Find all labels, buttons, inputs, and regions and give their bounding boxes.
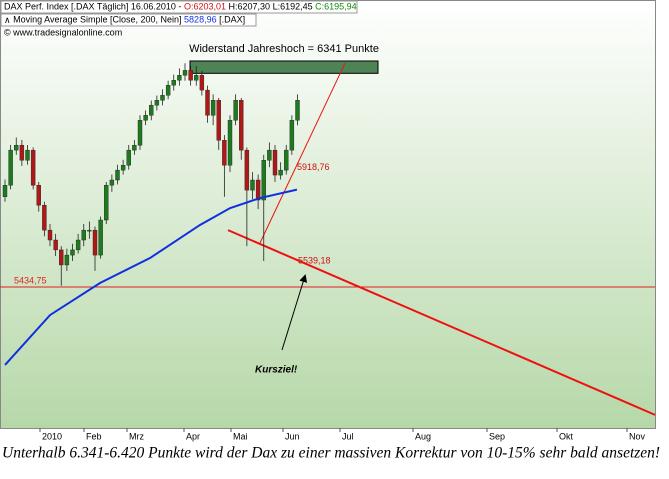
close: C:6195,94 [315, 2, 357, 12]
candle-body [205, 89, 210, 116]
candle-body [194, 75, 199, 81]
candle-body [272, 149, 278, 176]
annotation: Widerstand Jahreshoch = 6341 Punkte [189, 43, 379, 55]
candle-body [171, 80, 176, 86]
value-label: 5918,76 [297, 162, 330, 172]
copyright: © www.tradesignalonline.com [4, 27, 122, 37]
open: O:6203,01 [184, 2, 226, 12]
candle-body [53, 239, 58, 251]
candle-body [30, 149, 36, 186]
candle-body [143, 115, 148, 121]
x-tick-label: Sep [489, 431, 505, 441]
candle-body [87, 229, 92, 232]
candle-body [182, 70, 188, 76]
candle-body [126, 149, 131, 166]
candle-body [278, 169, 283, 176]
x-tick-label: Feb [86, 431, 102, 441]
candle-body [255, 179, 261, 201]
candle-body [210, 100, 216, 116]
candle-body [115, 169, 120, 181]
level-label: 5434,75 [14, 275, 47, 285]
indicator: Moving Average Simple [Close, 200, Nein] [13, 15, 181, 25]
candle-body [8, 149, 13, 186]
x-tick-label: Mai [233, 431, 248, 441]
legend-entry: ∧ Moving Average Simple [Close, 200, Nei… [4, 15, 245, 25]
candle-body [233, 100, 238, 121]
indicator-value: 5828,96 [184, 15, 217, 25]
trendline [227, 229, 656, 416]
legend-box [0, 0, 358, 14]
candle-body [261, 160, 266, 201]
candle-body [36, 184, 41, 206]
candle-body [289, 120, 295, 151]
candle-body [250, 179, 255, 191]
legend: DAX Perf. Index [.DAX Täglich] 16.06.201… [0, 0, 358, 37]
candle-body [239, 100, 244, 151]
resistance-box [189, 60, 379, 74]
x-tick-label: Jun [285, 431, 300, 441]
candle-body [165, 84, 171, 96]
arrow [281, 274, 308, 351]
candle-body [98, 219, 103, 256]
x-tick-label: Okt [559, 431, 574, 441]
candle-body [132, 144, 137, 151]
candle-body [284, 149, 289, 171]
candle-body [81, 229, 86, 241]
candle-body [177, 75, 182, 81]
candle-body [188, 70, 193, 81]
candle-body [149, 104, 154, 116]
candle-body [267, 149, 272, 161]
candle-body [222, 140, 227, 166]
candle-body [137, 120, 143, 146]
candle-body [160, 95, 165, 101]
candle-body [75, 239, 81, 251]
x-tick-label: 2010 [42, 431, 62, 441]
candle-body [59, 249, 64, 266]
candle-body [92, 229, 98, 256]
candle-body [47, 229, 53, 241]
candle-body [244, 149, 250, 191]
x-tick-label: Jul [342, 431, 354, 441]
indicator-symbol: [.DAX] [219, 15, 245, 25]
candle-body [42, 205, 47, 231]
candle-body [14, 144, 19, 151]
candle-body [227, 120, 233, 166]
low: L:6192,45 [273, 2, 313, 12]
x-tick-label: Aug [415, 431, 431, 441]
value-label: 5539,18 [298, 256, 331, 266]
candle-body [2, 184, 8, 198]
candle-body [120, 164, 126, 171]
candle-body [295, 100, 300, 121]
trendline [259, 62, 346, 244]
candle-body [216, 100, 221, 141]
candle-body [199, 75, 205, 91]
x-tick-label: Nov [629, 431, 646, 441]
caption: Unterhalb 6.341-6.420 Punkte wird der Da… [2, 445, 660, 462]
candle-body [19, 144, 25, 161]
candle-body [104, 184, 109, 221]
instrument: DAX Perf. Index [.DAX Täglich] 16.06.201… [4, 2, 181, 12]
candle-body [70, 249, 75, 256]
legend-entry: DAX Perf. Index [.DAX Täglich] 16.06.201… [4, 2, 357, 12]
x-tick-label: Apr [186, 431, 200, 441]
candle-body [64, 254, 70, 266]
legend-box [0, 13, 257, 27]
candle-body [154, 100, 160, 106]
candle-body [109, 179, 115, 186]
moving-average [4, 188, 298, 366]
high: H:6207,30 [229, 2, 271, 12]
x-tick-label: Mrz [129, 431, 144, 441]
candle-body [25, 149, 30, 161]
annotation: Kursziel! [255, 365, 298, 376]
